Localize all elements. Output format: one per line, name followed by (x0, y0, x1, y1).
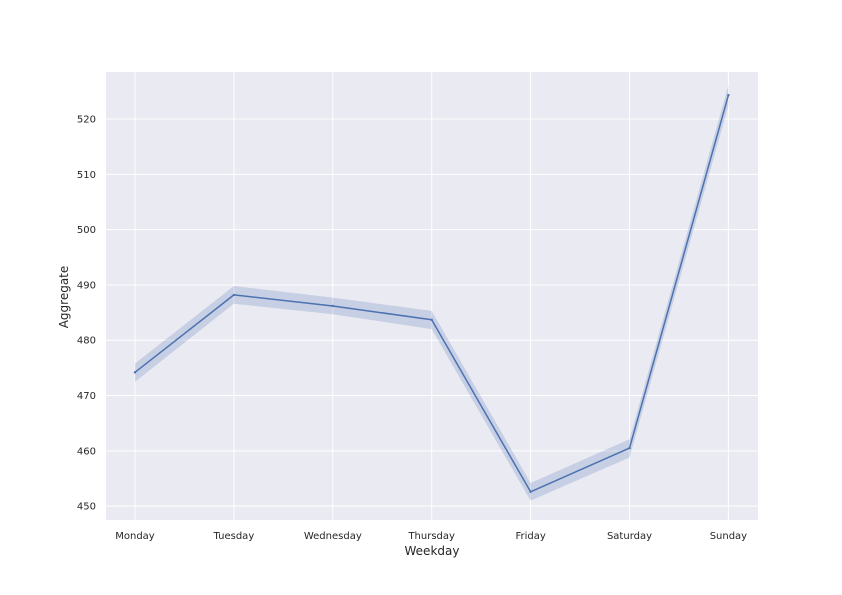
y-tick-labels: 450 460 470 480 490 500 510 520 (77, 115, 96, 513)
y-axis-title: Aggregate (57, 266, 71, 329)
data-point (232, 293, 236, 297)
y-tick-label: 460 (77, 446, 96, 457)
y-tick-label: 510 (77, 170, 96, 181)
data-point (529, 490, 532, 493)
data-point (133, 371, 137, 374)
y-tick-label: 490 (77, 280, 96, 291)
series-layer (133, 85, 730, 501)
confidence-band (135, 85, 729, 501)
y-tick-label: 520 (77, 115, 96, 126)
data-point (727, 94, 730, 97)
x-tick-label: Sunday (710, 531, 747, 542)
x-tick-label: Wednesday (304, 531, 362, 542)
data-point (628, 446, 631, 450)
x-tick-label: Thursday (407, 531, 455, 542)
y-tick-label: 470 (77, 391, 96, 402)
x-tick-label: Tuesday (213, 531, 255, 542)
x-tick-label: Friday (515, 531, 545, 542)
y-tick-label: 480 (77, 336, 96, 347)
data-point (331, 304, 334, 308)
y-tick-label: 450 (77, 502, 96, 513)
x-tick-labels: Monday Tuesday Wednesday Thursday Friday Satu… (115, 531, 747, 542)
data-point (430, 318, 433, 321)
x-tick-label: Monday (115, 531, 155, 542)
x-tick-label: Saturday (607, 531, 652, 542)
x-axis-title: Weekday (405, 544, 460, 558)
y-tick-label: 500 (77, 225, 96, 236)
